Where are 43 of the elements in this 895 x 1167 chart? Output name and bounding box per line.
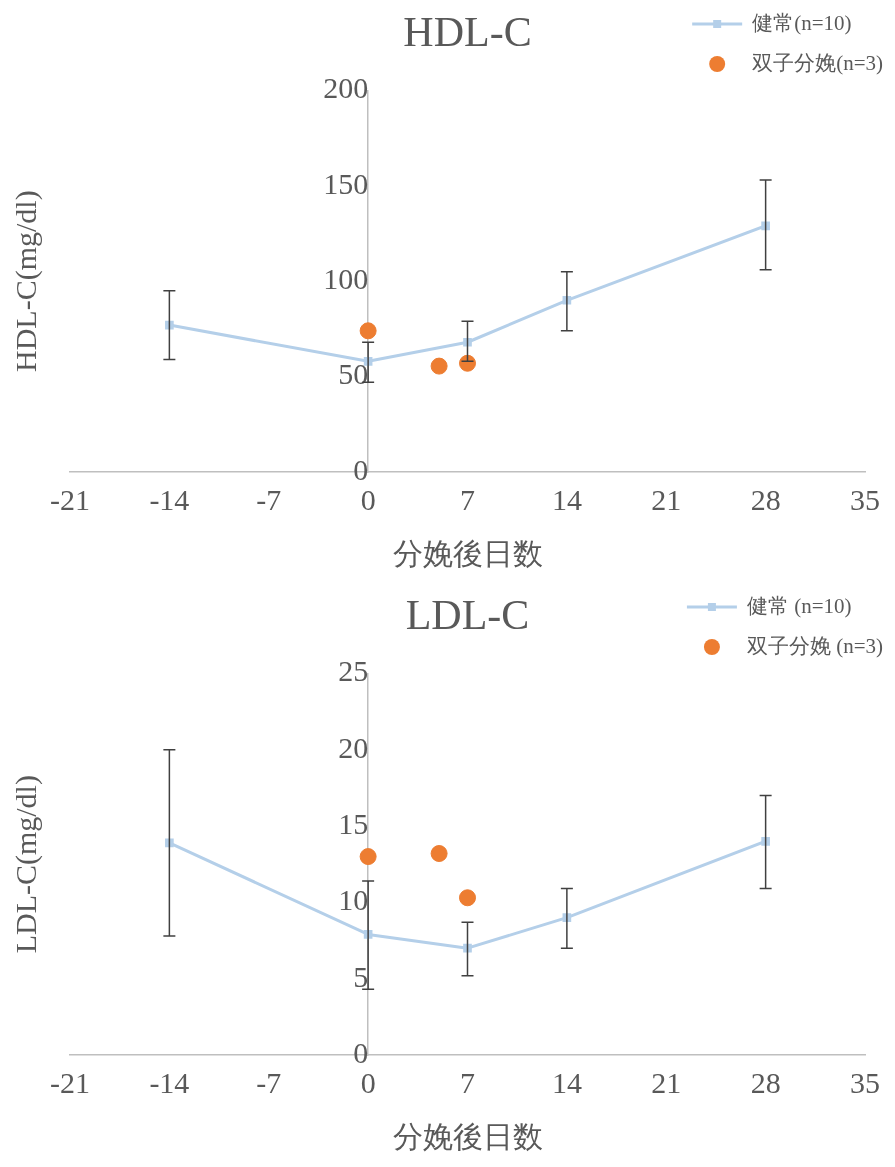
- x-tick-label: 14: [551, 482, 582, 516]
- y-tick-label: 15: [338, 806, 369, 840]
- chart-title: LDL-C: [405, 592, 530, 639]
- y-tick-label: 20: [338, 730, 369, 764]
- legend-label: 双子分娩(n=3): [752, 50, 884, 75]
- x-tick-label: -21: [50, 1065, 90, 1099]
- x-tick-label: -7: [256, 482, 282, 516]
- x-axis-title: 分娩後日数: [392, 536, 543, 570]
- y-tick-label: 25: [338, 654, 369, 688]
- y-tick-label: 0: [353, 1035, 369, 1069]
- point: [459, 889, 476, 907]
- chart-title: HDL-C: [403, 9, 532, 56]
- y-tick-label: 200: [323, 71, 369, 105]
- x-tick-label: 21: [651, 482, 682, 516]
- x-tick-label: 28: [750, 1065, 781, 1099]
- x-tick-label: 35: [850, 482, 880, 516]
- y-tick-label: 150: [323, 166, 369, 200]
- x-tick-label: 7: [460, 482, 475, 516]
- point: [359, 322, 377, 340]
- point: [430, 357, 448, 375]
- x-tick-label: -21: [50, 482, 90, 516]
- y-axis-title: HDL-C(mg/dl): [8, 190, 43, 373]
- point: [459, 354, 476, 372]
- x-tick-label: -14: [149, 482, 190, 516]
- y-tick-label: 10: [338, 883, 369, 917]
- y-tick-label: 5: [353, 959, 369, 993]
- x-tick-label: 28: [750, 482, 781, 516]
- legend-label: 健常 (n=10): [746, 593, 852, 618]
- y-tick-label: 0: [353, 452, 369, 486]
- x-tick-label: 14: [551, 1065, 582, 1099]
- x-tick-label: 35: [850, 1065, 880, 1099]
- legend-label: 双子分娩 (n=3): [746, 633, 884, 658]
- x-tick-label: -14: [149, 1065, 190, 1099]
- x-axis-title: 分娩後日数: [392, 1119, 543, 1153]
- y-axis-title: LDL-C(mg/dl): [8, 775, 43, 954]
- point: [430, 845, 448, 863]
- x-tick-label: 7: [460, 1065, 475, 1099]
- x-tick-label: 21: [651, 1065, 682, 1099]
- point: [359, 848, 377, 866]
- y-tick-label: 50: [338, 357, 369, 391]
- y-tick-label: 100: [323, 262, 369, 296]
- x-tick-label: -7: [256, 1065, 282, 1099]
- legend-label: 健常(n=10): [752, 10, 852, 35]
